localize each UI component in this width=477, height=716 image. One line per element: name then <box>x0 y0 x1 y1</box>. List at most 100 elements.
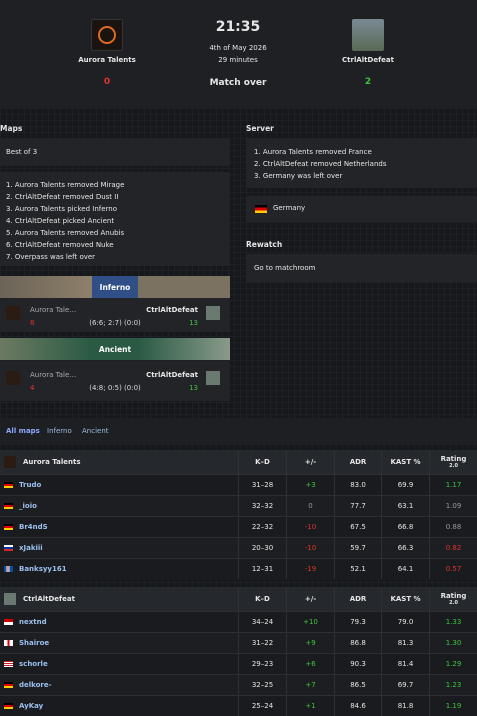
match-time: 21:35 <box>215 19 261 35</box>
match-status: Match over <box>209 78 267 88</box>
veto-line: 2. CtrlAltDefeat removed Netherlands <box>254 160 387 168</box>
stat-cell: 31–22 <box>238 633 286 653</box>
stat-cell: 32–32 <box>238 496 286 516</box>
stat-cell: 1.17 <box>429 475 477 495</box>
team1-logo <box>91 19 123 51</box>
stat-cell: 84.6 <box>334 696 381 716</box>
tabs: All maps Inferno Ancient <box>0 418 477 445</box>
player-row: Banksyy161 12–31 -19 52.1 64.1 0.57 <box>0 558 477 579</box>
stat-cell: 66.8 <box>381 517 429 537</box>
stat-cell: 22–32 <box>238 517 286 537</box>
stat-cell: 20–30 <box>238 538 286 558</box>
player-name[interactable]: Shairoe <box>19 639 50 647</box>
veto-line: 3. Germany was left over <box>254 172 343 180</box>
player-name[interactable]: xJakiii <box>19 544 43 552</box>
team2-name[interactable]: CtrlAltDefeat <box>342 56 394 64</box>
flag <box>4 619 13 625</box>
team1-name[interactable]: Aurora Talents <box>78 56 136 64</box>
flag <box>4 503 13 509</box>
column-title: KAST % <box>390 458 421 466</box>
map-result: Aurora Talents 4 (4:8; 0:5) (0:0) CtrlAl… <box>0 361 230 401</box>
player-row: Shairoe 31–22 +9 86.8 81.3 1.30 <box>0 632 477 653</box>
veto-line: 4. CtrlAltDefeat picked Ancient <box>6 217 115 225</box>
column-title: KAST % <box>390 595 421 603</box>
stat-cell: 25–24 <box>238 696 286 716</box>
column-subtitle: 2.0 <box>449 600 458 606</box>
flag <box>4 661 13 667</box>
stat-cell: 81.8 <box>381 696 429 716</box>
player-cell: Trudo <box>0 475 238 495</box>
format: Best of 3 <box>6 148 38 156</box>
team-logo <box>4 593 16 605</box>
server-title: Server <box>246 124 274 133</box>
match-duration: 29 minutes <box>218 56 258 64</box>
tab[interactable]: Inferno <box>47 427 72 435</box>
stat-cell: 86.5 <box>334 675 381 695</box>
match-header: Aurora Talents 0 21:35 4th of May 2026 2… <box>0 0 477 108</box>
stat-cell: 83.0 <box>334 475 381 495</box>
player-name[interactable]: AyKay <box>19 702 44 710</box>
team-name[interactable]: Aurora Talents <box>23 458 81 466</box>
player-cell: Shairoe <box>0 633 238 653</box>
veto-line: 3. Aurora Talents picked Inferno <box>6 205 118 213</box>
column-header: ADR <box>334 587 381 611</box>
column-header: Rating 2.0 <box>429 450 477 474</box>
column-header: K–D <box>238 587 286 611</box>
map-banner[interactable]: Ancient <box>0 338 230 360</box>
stat-cell: 29–23 <box>238 654 286 674</box>
player-name[interactable]: nextnd <box>19 618 47 626</box>
team2-score: 2 <box>364 77 372 87</box>
flag <box>4 640 13 646</box>
map-banner[interactable]: Inferno <box>0 276 230 298</box>
rewatch-box[interactable]: Go to matchroom <box>246 254 477 282</box>
player-name[interactable]: Br4ndS <box>19 523 48 531</box>
stat-cell: 79.0 <box>381 612 429 632</box>
team-name[interactable]: CtrlAltDefeat <box>23 595 75 603</box>
player-name[interactable]: schorle <box>19 660 48 668</box>
player-cell: schorle <box>0 654 238 674</box>
player-name[interactable]: Trudo <box>19 481 42 489</box>
server-location-box: Germany <box>246 196 477 222</box>
stat-cell: +1 <box>286 696 334 716</box>
halves: (6:6; 2:7) (0:0) <box>89 319 141 327</box>
column-title: K–D <box>255 458 270 466</box>
player-name[interactable]: Banksyy161 <box>19 565 67 573</box>
player-name[interactable]: delkore- <box>19 681 52 689</box>
column-title: Rating <box>440 455 467 463</box>
column-header: Rating 2.0 <box>429 587 477 611</box>
column-subtitle: 2.0 <box>449 463 458 469</box>
flag <box>4 482 13 488</box>
tab[interactable]: Ancient <box>82 427 109 435</box>
rewatch-title: Rewatch <box>246 240 283 249</box>
stat-cell: +10 <box>286 612 334 632</box>
team2-name: CtrlAltDefeat <box>146 306 198 314</box>
map-result: Aurora Talents 8 (6:6; 2:7) (0:0) CtrlAl… <box>0 298 230 332</box>
stat-cell: 1.09 <box>429 496 477 516</box>
rewatch-link[interactable]: Go to matchroom <box>254 264 316 272</box>
server-location: Germany <box>273 204 306 212</box>
player-name[interactable]: _ioio <box>19 502 37 510</box>
stat-cell: 32–25 <box>238 675 286 695</box>
column-title: +/- <box>304 458 317 466</box>
veto-line: 2. CtrlAltDefeat removed Dust II <box>6 193 119 201</box>
stat-cell: 69.9 <box>381 475 429 495</box>
player-row: delkore- 32–25 +7 86.5 69.7 1.23 <box>0 674 477 695</box>
maps-title: Maps <box>0 124 23 133</box>
stat-cell: +9 <box>286 633 334 653</box>
tab[interactable]: All maps <box>6 427 40 435</box>
player-cell: delkore- <box>0 675 238 695</box>
stat-cell: 1.29 <box>429 654 477 674</box>
stat-cell: 81.4 <box>381 654 429 674</box>
stat-cell: 81.3 <box>381 633 429 653</box>
stat-cell: -10 <box>286 517 334 537</box>
flag <box>4 703 13 709</box>
veto-line: 6. CtrlAltDefeat removed Nuke <box>6 241 114 249</box>
team1-score: 8 <box>30 319 35 327</box>
column-title: Rating <box>440 592 467 600</box>
stat-cell: 0.88 <box>429 517 477 537</box>
team1-name: Aurora Talents <box>30 371 80 379</box>
team-logo <box>4 456 16 468</box>
stat-cell: -19 <box>286 559 334 579</box>
flag <box>4 682 13 688</box>
player-cell: nextnd <box>0 612 238 632</box>
